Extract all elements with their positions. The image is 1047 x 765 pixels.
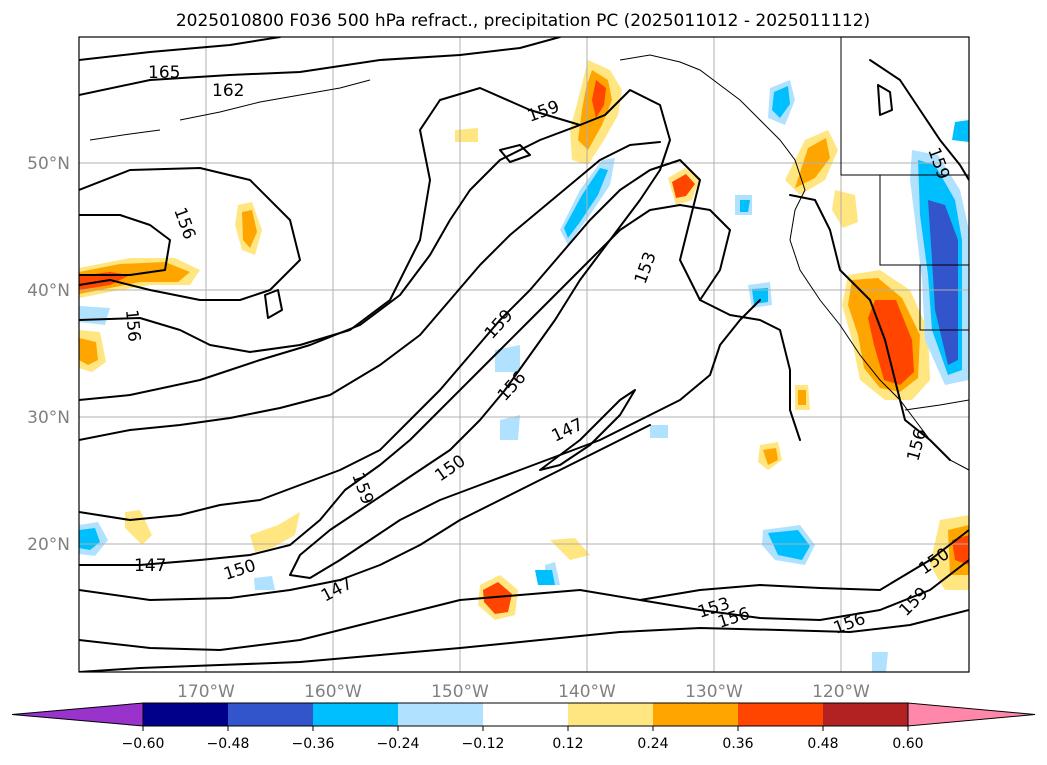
contour-label: 156 bbox=[121, 309, 144, 343]
lon-label: 160°W bbox=[304, 682, 362, 702]
precipitation-shading bbox=[79, 60, 969, 672]
colorbar-tick-label: −0.60 bbox=[122, 736, 165, 752]
lat-label: 30°N bbox=[27, 408, 70, 428]
lat-label: 20°N bbox=[27, 535, 70, 555]
contour-label: 165 bbox=[148, 63, 180, 83]
graticule bbox=[79, 37, 969, 672]
lat-label: 50°N bbox=[27, 154, 70, 174]
longitude-labels: 170°W 160°W 150°W 140°W 130°W 120°W bbox=[177, 682, 870, 702]
colorbar-segment bbox=[653, 703, 738, 726]
colorbar-tick-label: −0.36 bbox=[292, 736, 335, 752]
lon-label: 130°W bbox=[685, 682, 743, 702]
colorbar-tick-label: −0.24 bbox=[377, 736, 420, 752]
latitude-labels: 50°N 40°N 30°N 20°N bbox=[27, 154, 70, 555]
colorbar: −0.60 −0.48 −0.36 −0.24 −0.12 0.12 0.24 0.36 0.4… bbox=[11, 702, 1036, 752]
colorbar-tick-label: 0.36 bbox=[722, 736, 753, 752]
lat-label: 40°N bbox=[27, 281, 70, 301]
colorbar-tick-label: 0.60 bbox=[892, 736, 923, 752]
colorbar-segment bbox=[313, 703, 398, 726]
colorbar-segment bbox=[143, 703, 228, 726]
map-title: 2025010800 F036 500 hPa refract., precip… bbox=[176, 11, 870, 31]
colorbar-segment bbox=[228, 703, 313, 726]
colorbar-tick-label: −0.48 bbox=[207, 736, 250, 752]
colorbar-segment bbox=[738, 703, 823, 726]
lon-label: 120°W bbox=[812, 682, 870, 702]
colorbar-segment bbox=[398, 703, 483, 726]
colorbar-segment bbox=[823, 703, 908, 726]
coastlines bbox=[89, 37, 969, 471]
refractivity-contours bbox=[79, 37, 969, 672]
colorbar-tick-label: 0.12 bbox=[552, 736, 583, 752]
colorbar-extend-max bbox=[907, 702, 1036, 727]
lon-label: 140°W bbox=[558, 682, 616, 702]
contour-label: 162 bbox=[212, 81, 244, 101]
colorbar-extend-min bbox=[11, 702, 144, 727]
colorbar-segment bbox=[568, 703, 653, 726]
contour-label: 147 bbox=[134, 556, 166, 576]
map-plot-area: 165 162 159 159 156 156 159 153 156 147 … bbox=[78, 36, 970, 673]
colorbar-segment bbox=[483, 703, 568, 726]
colorbar-tick-label: 0.48 bbox=[807, 736, 838, 752]
colorbar-tick-label: −0.12 bbox=[462, 736, 505, 752]
colorbar-tick-label: 0.24 bbox=[637, 736, 668, 752]
colorbar-outline bbox=[142, 702, 909, 727]
lon-label: 150°W bbox=[431, 682, 489, 702]
lon-label: 170°W bbox=[177, 682, 235, 702]
